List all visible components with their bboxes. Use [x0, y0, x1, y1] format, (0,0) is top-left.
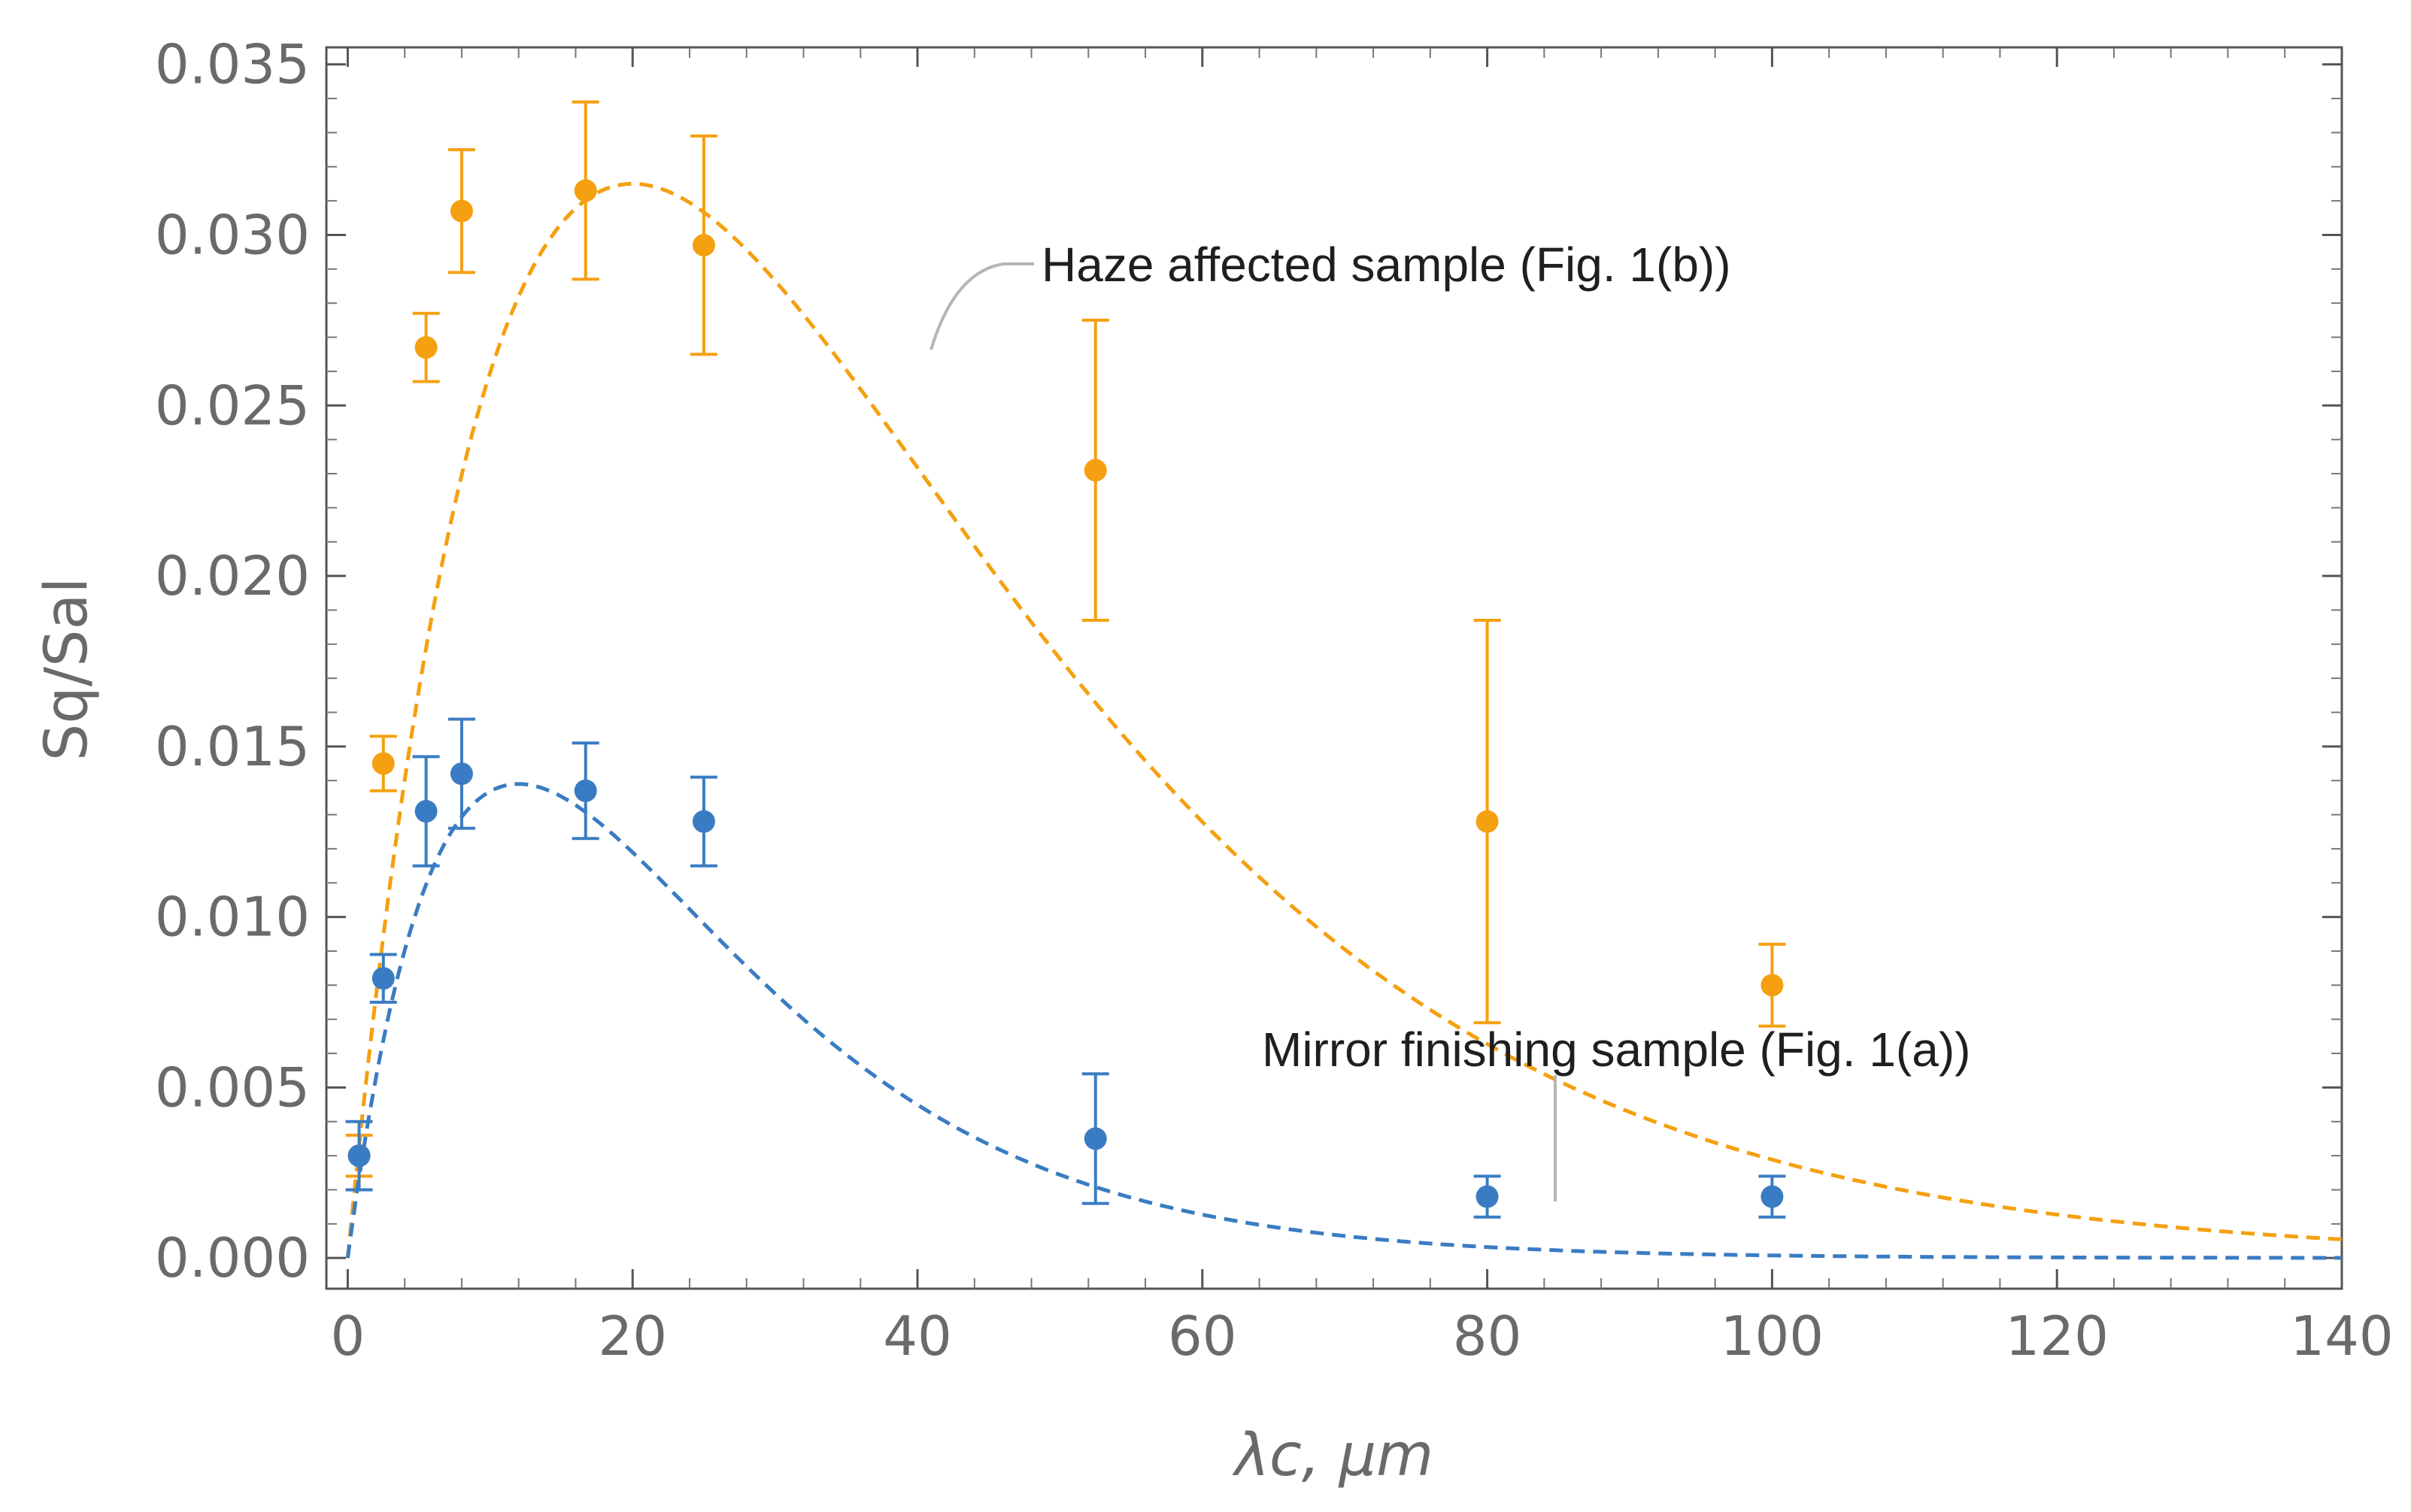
x-tick-label: 0 [331, 1304, 365, 1368]
data-point [1475, 1185, 1499, 1208]
haze-leader-line [930, 262, 1034, 350]
y-axis-title: Sq/Sal [33, 577, 101, 761]
y-tick-label: 0.030 [155, 203, 310, 266]
fit-curve [345, 782, 2342, 1260]
fit-curve [345, 181, 2343, 1259]
x-tick-label: 20 [598, 1304, 667, 1368]
data-point [1760, 974, 1784, 997]
data-point [1475, 810, 1499, 833]
y-tick-label: 0.035 [155, 33, 310, 96]
data-point [372, 752, 395, 775]
data-point [574, 779, 597, 802]
data-point [347, 1144, 371, 1168]
data-point [450, 762, 473, 786]
y-ticks: 0.000 0.005 0.010 0.015 0.020 0.025 0.030 0.035 [155, 33, 2342, 1289]
x-tick-label: 60 [1168, 1304, 1237, 1368]
x-ticks: 0 20 40 60 80 100 120 140 [331, 47, 2394, 1368]
data-point [414, 336, 438, 359]
y-tick-label: 0.015 [155, 715, 310, 778]
data-point [372, 967, 395, 990]
x-tick-label: 140 [2290, 1304, 2393, 1368]
data-point [414, 800, 438, 823]
y-tick-label: 0.005 [155, 1056, 310, 1119]
data-point [1760, 1185, 1784, 1208]
y-tick-label: 0.010 [155, 886, 310, 949]
x-tick-label: 80 [1453, 1304, 1522, 1368]
data-point [574, 179, 597, 202]
y-tick-label: 0.020 [155, 544, 310, 608]
plot-frame [325, 46, 2343, 1290]
mirror-annotation-label: Mirror finishing sample (Fig. 1(a)) [1262, 1023, 1970, 1077]
x-tick-label: 40 [883, 1304, 952, 1368]
data-points [347, 179, 1784, 1208]
series-annotations: Haze affected sample (Fig. 1(b)) Mirror f… [930, 238, 1970, 1201]
x-tick-label: 120 [2005, 1304, 2108, 1368]
data-point [1084, 459, 1107, 482]
data-point [692, 810, 715, 833]
x-tick-label: 100 [1721, 1304, 1824, 1368]
haze-annotation-label: Haze affected sample (Fig. 1(b)) [1042, 238, 1731, 292]
fit-curves [345, 181, 2343, 1260]
data-point [692, 234, 715, 257]
data-point [1084, 1127, 1107, 1150]
y-tick-label: 0.025 [155, 374, 310, 437]
x-axis-title: λc, μm [1232, 1422, 1433, 1489]
data-point [450, 199, 473, 223]
y-tick-label: 0.000 [155, 1226, 310, 1289]
